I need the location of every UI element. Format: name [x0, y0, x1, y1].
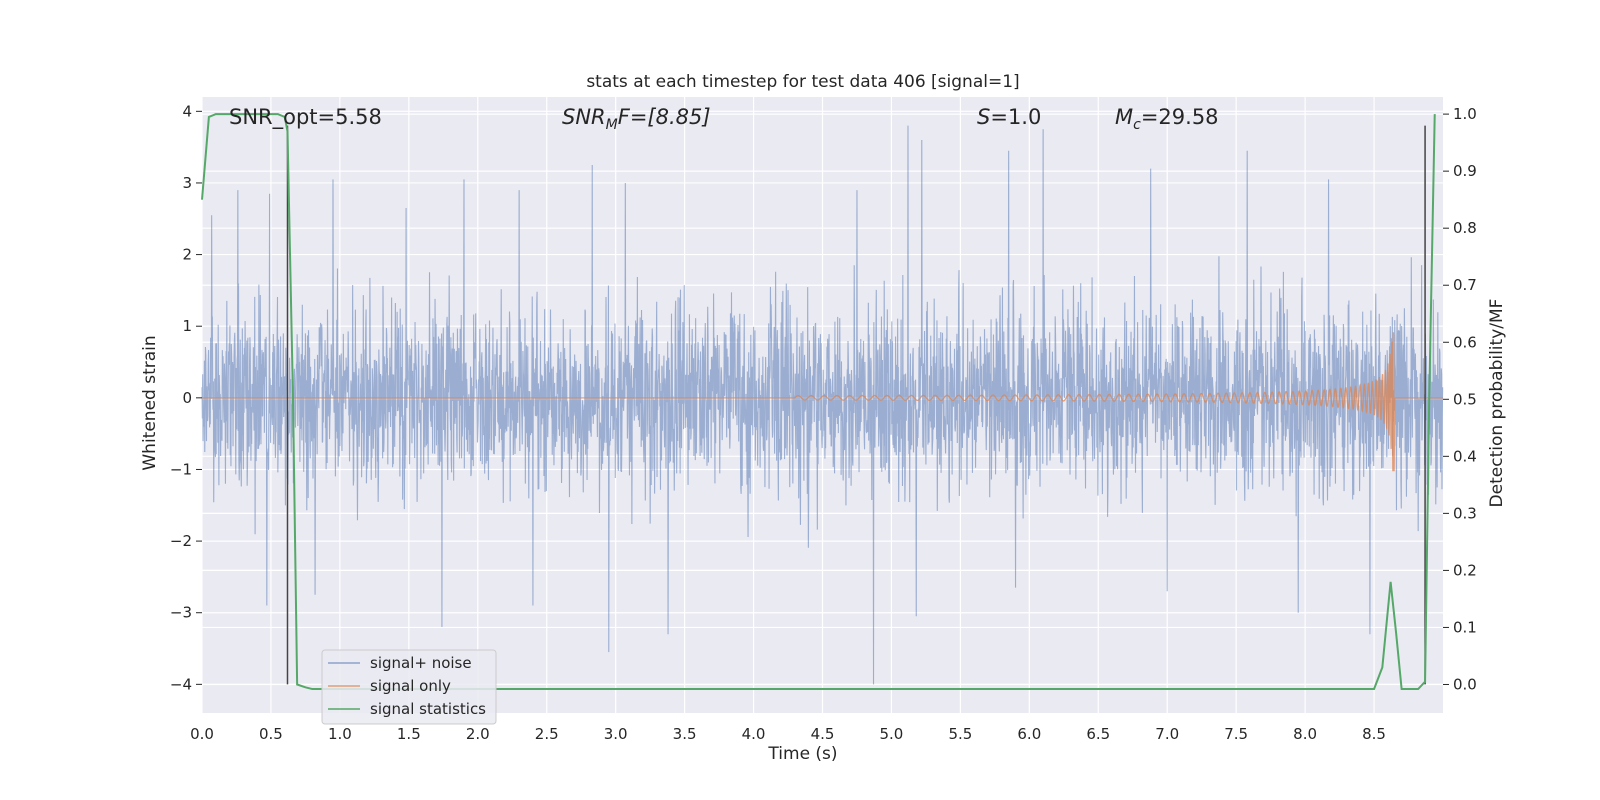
- series-noise-line: [201, 125, 1444, 685]
- y-right-tick-label: 0.4: [1453, 447, 1477, 465]
- x-tick-label: 2.5: [535, 725, 559, 743]
- statistics-series: [201, 113, 1436, 691]
- vertical-markers: [286, 125, 1426, 685]
- annotation-snr-mf-main: SNR: [562, 105, 606, 129]
- x-tick-label: 1.5: [397, 725, 421, 743]
- y-right-tick-label: 0.9: [1453, 162, 1477, 180]
- x-tick-label: 6.0: [1017, 725, 1041, 743]
- x-tick-label: 7.5: [1224, 725, 1248, 743]
- annotation-mc-rest: =29.58: [1141, 105, 1219, 129]
- left-axis-ticks: 4 3 2 1 0 −1 −2 −3 −4: [170, 102, 202, 693]
- annotation-s-rest: =1.0: [990, 105, 1041, 129]
- legend-label-noise: signal+ noise: [370, 654, 472, 672]
- legend-label-signal: signal only: [370, 677, 451, 695]
- x-tick-label: 8.5: [1362, 725, 1386, 743]
- y-right-tick-label: 1.0: [1453, 105, 1477, 123]
- right-axis-ticks: 1.0 0.9 0.8 0.7 0.6 0.5 0.4 0.3 0.2 0.1 0.0: [1443, 105, 1477, 693]
- y-right-tick-label: 0.6: [1453, 333, 1477, 351]
- x-tick-label: 4.0: [742, 725, 766, 743]
- noise-series: [201, 125, 1444, 685]
- x-tick-label: 6.5: [1086, 725, 1110, 743]
- y-left-tick-label: −3: [170, 604, 192, 622]
- legend-label-statistics: signal statistics: [370, 700, 486, 718]
- right-axis-label: Detection probability/MF: [1487, 299, 1507, 508]
- series-signal-line: [202, 332, 1443, 472]
- annotation-mc-sub: c: [1133, 117, 1141, 133]
- annotation-snr-opt: SNR_opt=5.58: [229, 105, 382, 130]
- y-right-tick-label: 0.2: [1453, 561, 1477, 579]
- x-tick-label: 3.0: [604, 725, 628, 743]
- legend-box: [321, 649, 497, 725]
- y-left-tick-label: 1: [182, 317, 192, 335]
- x-axis-label: Time (s): [767, 744, 837, 764]
- y-left-tick-label: 2: [182, 246, 192, 264]
- annotation-mc-main: M: [1115, 105, 1133, 129]
- y-left-tick-label: −1: [170, 460, 192, 478]
- annotation-mc: Mc=29.58: [1115, 105, 1219, 133]
- x-tick-label: 4.5: [811, 725, 835, 743]
- series-statistics-line: [201, 113, 1436, 691]
- annotation-snr-mf-sub: M: [606, 117, 618, 133]
- annotation-snr-mf-rest: F=[8.85]: [618, 105, 711, 129]
- x-tick-label: 8.0: [1293, 725, 1317, 743]
- y-right-tick-label: 0.8: [1453, 219, 1477, 237]
- signal-series: [202, 332, 1443, 472]
- x-tick-label: 5.0: [880, 725, 904, 743]
- y-right-tick-label: 0.0: [1453, 675, 1477, 693]
- legend: signal+ noise signal only signal statist…: [321, 649, 497, 725]
- y-left-tick-label: 4: [182, 102, 192, 120]
- x-tick-label: 5.5: [948, 725, 972, 743]
- x-axis-ticks: 0.0 0.5 1.0 1.5 2.0 2.5 3.0 3.5 4.0 4.5 5.0 5.5 6.0 6…: [190, 725, 1386, 743]
- x-tick-label: 2.0: [466, 725, 490, 743]
- x-tick-label: 7.0: [1155, 725, 1179, 743]
- x-tick-label: 0.5: [259, 725, 283, 743]
- y-left-tick-label: 0: [182, 389, 192, 407]
- left-axis-label: Whitened strain: [140, 335, 160, 470]
- x-tick-label: 1.0: [328, 725, 352, 743]
- y-right-tick-label: 0.5: [1453, 390, 1477, 408]
- y-right-tick-label: 0.1: [1453, 618, 1477, 636]
- y-left-tick-label: −4: [170, 675, 192, 693]
- y-right-tick-label: 0.7: [1453, 276, 1477, 294]
- annotation-s: S=1.0: [977, 105, 1041, 129]
- y-left-tick-label: 3: [182, 174, 192, 192]
- x-tick-label: 3.5: [673, 725, 697, 743]
- annotation-snr-mf: SNRMF=[8.85]: [562, 105, 711, 133]
- x-tick-label: 0.0: [190, 725, 214, 743]
- chart-title: stats at each timestep for test data 406…: [586, 72, 1019, 92]
- annotation-s-main: S: [977, 105, 990, 129]
- y-left-tick-label: −2: [170, 532, 192, 550]
- y-right-tick-label: 0.3: [1453, 504, 1477, 522]
